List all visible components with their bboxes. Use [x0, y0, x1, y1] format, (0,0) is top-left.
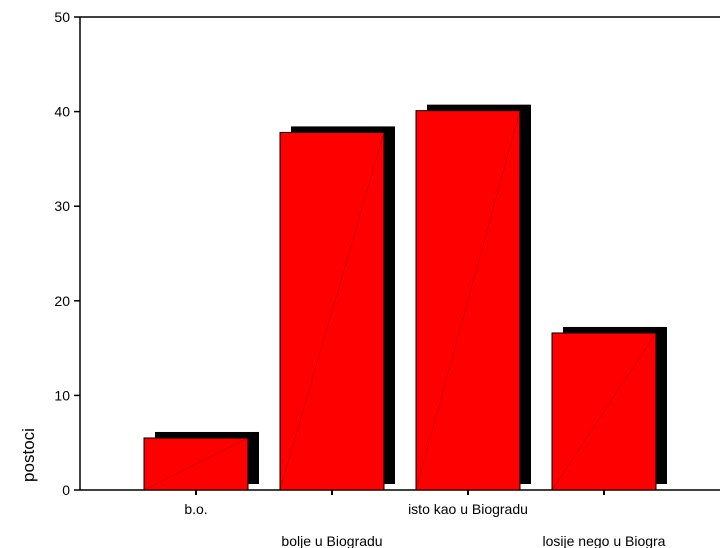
x-category-label: b.o. — [184, 501, 207, 517]
bar-diagonal — [143, 437, 249, 491]
y-axis-title: postoci — [19, 428, 38, 482]
bar-3 — [415, 104, 531, 491]
x-category-label: bolje u Biogradu — [281, 533, 382, 548]
bar-4 — [551, 326, 667, 491]
y-tick-label: 0 — [62, 482, 70, 498]
y-axis-ticks: 0 10 20 30 40 50 — [54, 9, 80, 498]
x-category-label: losije nego u Biogra — [543, 533, 666, 548]
x-category-label: isto kao u Biogradu — [408, 501, 528, 517]
bar-diagonal — [551, 332, 657, 491]
y-tick-label: 10 — [54, 387, 70, 403]
y-tick-label: 50 — [54, 9, 70, 25]
bar-2 — [279, 126, 395, 491]
bar-1 — [143, 431, 259, 491]
bar-diagonal — [279, 132, 385, 491]
bars — [143, 104, 667, 491]
y-tick-label: 20 — [54, 293, 70, 309]
y-tick-label: 30 — [54, 198, 70, 214]
y-tick-label: 40 — [54, 104, 70, 120]
x-axis-ticks: b.o. bolje u Biogradu isto kao u Biogradu l… — [184, 490, 666, 548]
bar-diagonal — [415, 110, 521, 491]
